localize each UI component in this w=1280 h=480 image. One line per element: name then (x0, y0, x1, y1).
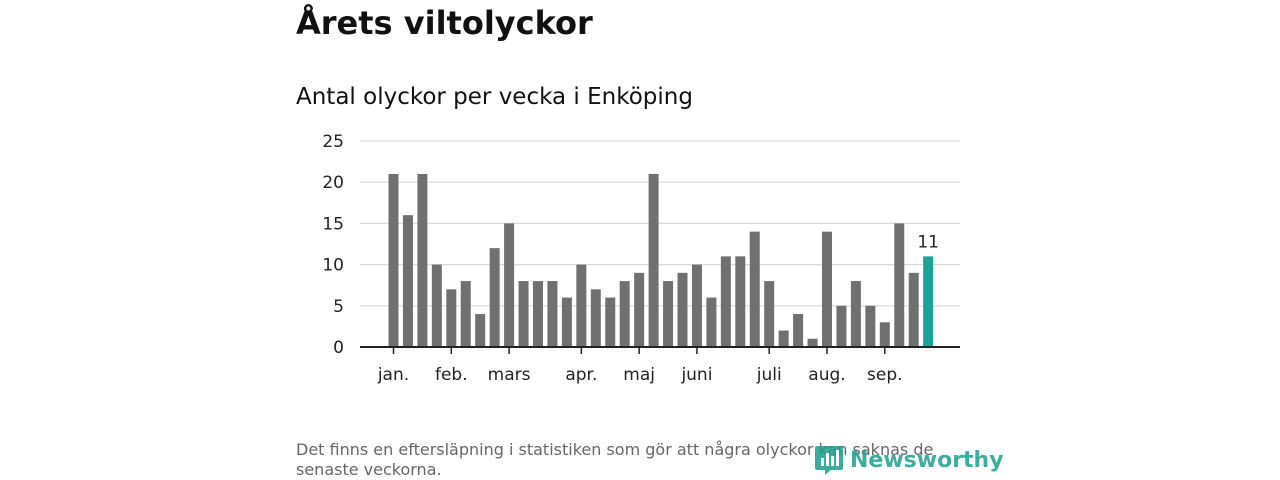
bar (720, 256, 731, 347)
bar (590, 289, 601, 347)
x-tick-label: apr. (565, 365, 597, 385)
bar (518, 281, 529, 347)
bar (677, 272, 688, 347)
bar (417, 173, 428, 347)
bars (388, 173, 934, 347)
bar (388, 173, 399, 347)
bar (807, 338, 818, 347)
bar (894, 223, 905, 347)
bar (634, 272, 645, 347)
bar (663, 281, 674, 347)
bar (576, 264, 587, 347)
newsworthy-logo-icon (815, 446, 843, 475)
chart-subtitle: Antal olyckor per vecka i Enköping (296, 84, 693, 110)
y-tick-label: 5 (333, 297, 344, 317)
x-tick-label: aug. (808, 365, 845, 385)
x-tick-label: juni (680, 365, 712, 385)
x-axis: jan. feb. mars apr. maj juni juli aug. sep. (360, 346, 960, 385)
bar (850, 281, 861, 347)
grid-lines (360, 140, 960, 307)
bar (619, 281, 630, 347)
bar (547, 281, 558, 347)
x-tick-label: feb. (435, 365, 468, 385)
data-label: 11 (917, 232, 939, 252)
bar (764, 281, 775, 347)
y-tick-label: 10 (322, 256, 344, 276)
bar (533, 281, 543, 347)
data-labels: 11 (917, 232, 939, 252)
bar (793, 314, 804, 347)
bar (865, 305, 876, 347)
x-tick-label: maj (623, 365, 655, 385)
bar-highlight (923, 256, 934, 347)
y-tick-label: 15 (322, 214, 344, 234)
bar (691, 264, 702, 347)
bar (475, 314, 486, 347)
brand-logo: Newsworthy (814, 444, 1004, 476)
bar (908, 272, 919, 347)
x-tick-label: jan. (377, 365, 409, 385)
bar (460, 281, 471, 347)
brand-name: Newsworthy (850, 447, 1004, 473)
bar (561, 297, 572, 347)
bar (489, 248, 500, 347)
y-tick-label: 0 (333, 338, 344, 358)
bar (605, 297, 616, 347)
bar (504, 223, 515, 347)
bar (749, 231, 760, 347)
bar (778, 330, 789, 347)
bar (402, 215, 413, 347)
y-tick-label: 20 (322, 173, 344, 193)
bar (446, 289, 457, 347)
bar (648, 173, 659, 347)
y-axis-ticks: 0 5 10 15 20 25 (322, 132, 344, 358)
x-tick-label: mars (488, 365, 531, 385)
bar (735, 256, 746, 347)
bar (431, 264, 442, 347)
bar (836, 305, 847, 347)
chart-title: Årets viltolyckor (296, 4, 593, 42)
bar (822, 231, 832, 347)
bar-chart: 0 5 10 15 20 25 jan. feb. mars apr. maj juni juli au… (322, 132, 960, 385)
bar (879, 322, 890, 347)
y-tick-label: 25 (322, 132, 344, 152)
x-tick-label: sep. (867, 365, 903, 385)
bar (706, 297, 717, 347)
x-tick-label: juli (756, 365, 782, 385)
footnote: Det finns en eftersläpning i statistiken… (296, 440, 934, 479)
